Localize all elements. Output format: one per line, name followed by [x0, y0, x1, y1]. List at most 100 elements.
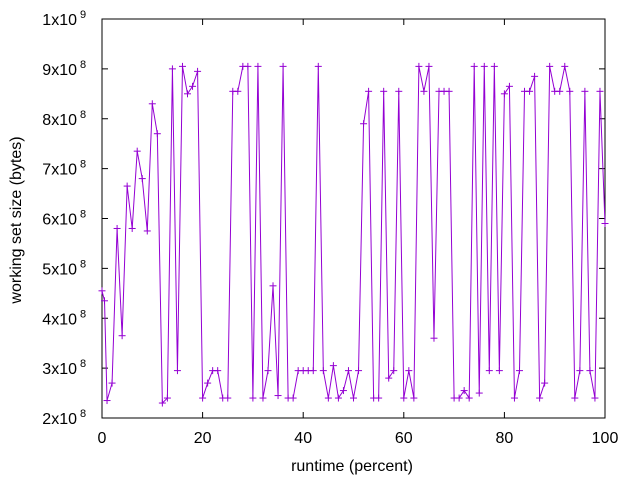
data-point-marker [400, 394, 408, 402]
data-point-marker [103, 397, 111, 405]
data-point-marker [410, 394, 418, 402]
y-tick-label-exponent: 8 [80, 159, 86, 171]
data-point-marker [495, 367, 503, 375]
data-point-marker [259, 394, 267, 402]
y-tick-label: 2x10 8 [42, 408, 86, 428]
x-tick-label: 0 [98, 430, 107, 447]
data-point-marker [314, 62, 322, 70]
y-tick-label-exponent: 8 [80, 258, 86, 270]
y-tick-label: 6x10 8 [42, 209, 86, 229]
data-point-marker [455, 394, 463, 402]
data-point-marker [526, 87, 534, 95]
data-point-marker [571, 394, 579, 402]
data-point-marker [576, 367, 584, 375]
y-tick-label-mantissa: 8x10 [42, 112, 77, 129]
y-tick-label-exponent: 8 [80, 59, 86, 71]
y-tick-label-exponent: 8 [80, 109, 86, 121]
y-tick-label: 1x10 9 [42, 9, 86, 29]
data-point-marker [561, 62, 569, 70]
data-point-marker [360, 120, 368, 128]
data-point-marker [510, 394, 518, 402]
data-point-marker [274, 392, 282, 400]
data-point-marker [420, 87, 428, 95]
x-axis-title: runtime (percent) [291, 458, 413, 475]
data-point-marker [264, 367, 272, 375]
y-tick-label-exponent: 8 [80, 209, 86, 221]
data-point-marker [380, 87, 388, 95]
data-point-marker [460, 387, 468, 395]
data-point-marker [113, 224, 121, 232]
data-point-marker [566, 87, 574, 95]
data-point-marker [445, 87, 453, 95]
y-tick-label-exponent: 8 [80, 408, 86, 420]
data-point-marker [194, 67, 202, 75]
data-point-marker [536, 394, 544, 402]
data-point-marker [355, 367, 363, 375]
data-point-marker [601, 219, 609, 227]
data-point-marker [430, 334, 438, 342]
data-point-marker [415, 62, 423, 70]
data-point-marker [505, 82, 513, 90]
x-tick-label: 20 [194, 430, 212, 447]
tick-marks [101, 18, 606, 419]
data-point-marker [214, 367, 222, 375]
y-tick-label: 5x10 8 [42, 258, 86, 278]
data-point-marker [163, 394, 171, 402]
data-point-marker [204, 379, 212, 387]
data-point-marker [596, 87, 604, 95]
data-point-marker [324, 394, 332, 402]
y-tick-label: 7x10 8 [42, 159, 86, 179]
y-tick-label: 8x10 8 [42, 109, 86, 129]
data-point-marker [224, 394, 232, 402]
data-point-marker [339, 387, 347, 395]
data-point-marker [329, 362, 337, 370]
data-point-marker [425, 62, 433, 70]
data-point-marker [184, 90, 192, 98]
x-tick-label: 80 [496, 430, 514, 447]
data-point-marker [500, 90, 508, 98]
data-point-marker [199, 394, 207, 402]
data-point-marker [289, 394, 297, 402]
data-point-marker [309, 367, 317, 375]
data-point-marker [405, 367, 413, 375]
data-point-marker [334, 394, 342, 402]
data-point-marker [375, 394, 383, 402]
data-point-marker [189, 82, 197, 90]
y-tick-label-mantissa: 2x10 [42, 411, 77, 428]
data-point-marker [395, 87, 403, 95]
y-axis-title: working set size (bytes) [8, 136, 25, 304]
data-point-marker [344, 367, 352, 375]
y-tick-label-mantissa: 9x10 [42, 62, 77, 79]
data-point-marker [173, 367, 181, 375]
data-point-marker [465, 394, 473, 402]
data-point-marker [123, 182, 131, 190]
data-point-marker [128, 224, 136, 232]
y-tick-label-mantissa: 7x10 [42, 162, 77, 179]
data-point-marker [475, 389, 483, 397]
series-line [101, 65, 606, 405]
data-point-marker [254, 62, 262, 70]
y-tick-label: 3x10 8 [42, 358, 86, 378]
y-tick-label-exponent: 8 [80, 358, 86, 370]
x-tick-label: 60 [395, 430, 413, 447]
data-point-marker [470, 62, 478, 70]
y-tick-label-mantissa: 6x10 [42, 212, 77, 229]
x-tick-label: 100 [592, 430, 619, 447]
data-point-marker [108, 379, 116, 387]
data-point-marker [168, 65, 176, 73]
y-tick-label-mantissa: 5x10 [42, 261, 77, 278]
data-point-marker [546, 62, 554, 70]
data-point-marker [531, 72, 539, 80]
data-point-marker [244, 62, 252, 70]
data-point-marker [556, 87, 564, 95]
data-point-marker [586, 367, 594, 375]
data-point-marker [581, 87, 589, 95]
data-point-marker [234, 87, 242, 95]
data-point-marker [178, 62, 186, 70]
y-tick-label-mantissa: 4x10 [42, 311, 77, 328]
data-point-marker [490, 62, 498, 70]
data-point-marker [269, 282, 277, 290]
data-point-marker [279, 62, 287, 70]
data-point-marker [118, 332, 126, 340]
